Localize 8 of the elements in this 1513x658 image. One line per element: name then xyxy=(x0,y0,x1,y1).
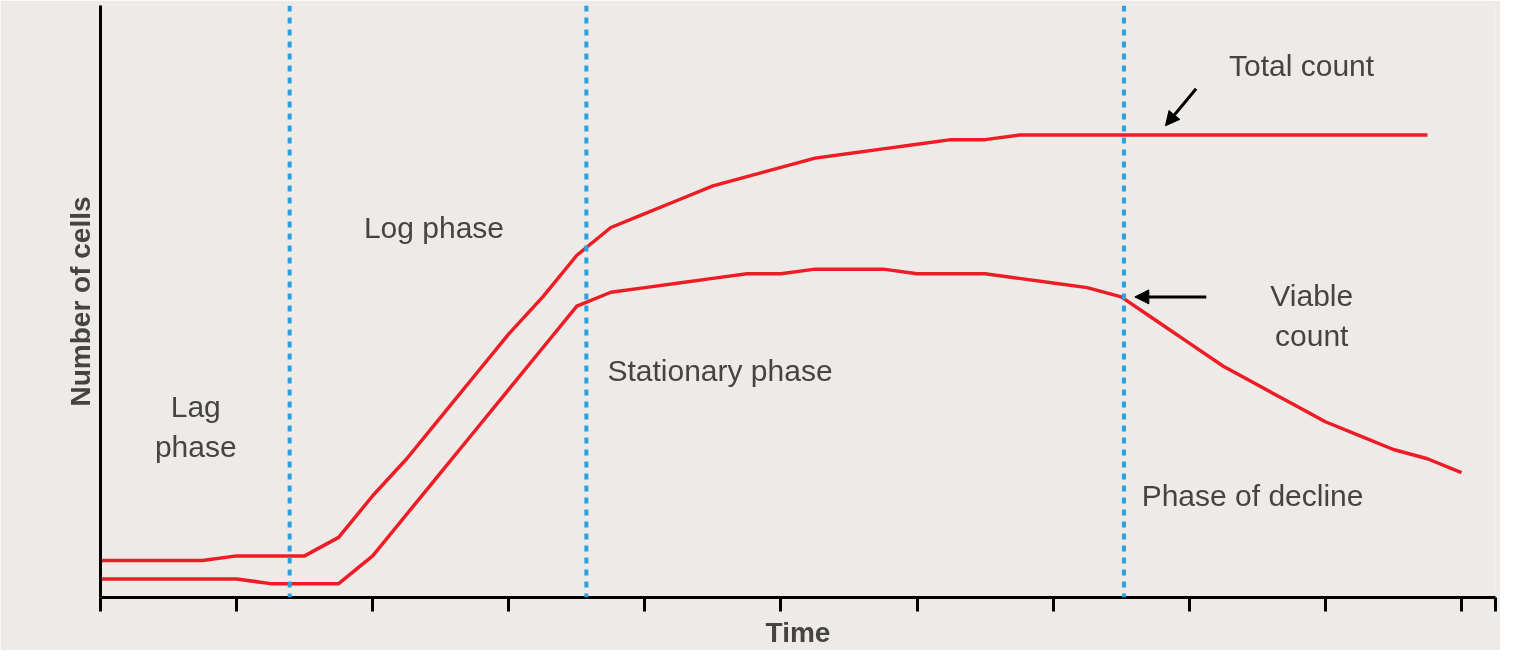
x-axis-title: Time xyxy=(765,616,831,648)
annotation: Viable count xyxy=(1270,279,1354,352)
annotation: Log phase xyxy=(363,211,505,244)
annotation: Stationary phase xyxy=(607,354,833,388)
y-axis-title: Number of cells xyxy=(64,196,96,407)
text: Total count xyxy=(1229,49,1375,83)
annotation: Lag phase xyxy=(154,390,237,463)
annotation: Phase of decline xyxy=(1141,479,1364,513)
